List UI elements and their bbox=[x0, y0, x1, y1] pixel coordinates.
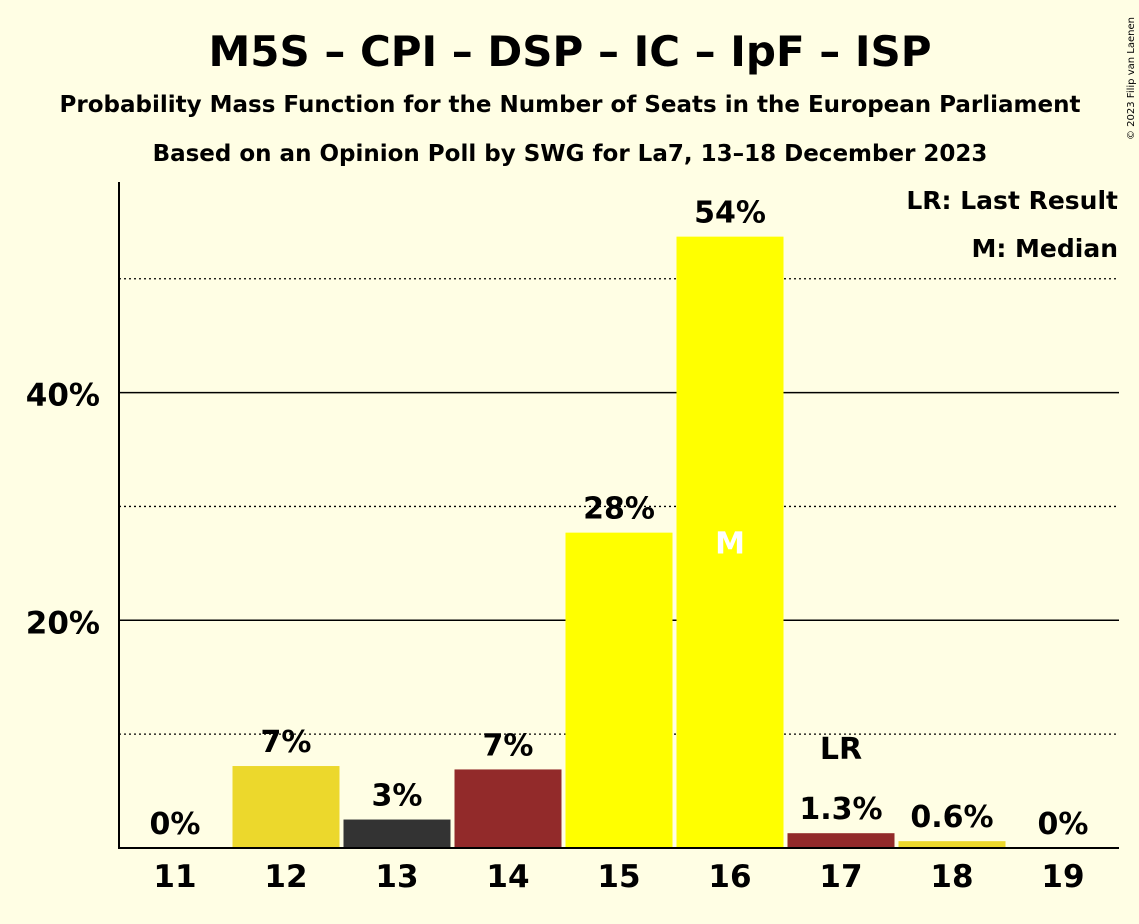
value-label: 7% bbox=[261, 725, 312, 760]
value-label: 0% bbox=[1038, 807, 1089, 842]
bars bbox=[232, 236, 1006, 849]
bar-15 bbox=[565, 532, 673, 848]
bar-12 bbox=[232, 766, 340, 848]
x-tick-label: 17 bbox=[819, 859, 862, 895]
value-label: 7% bbox=[483, 728, 534, 763]
x-tick-label: 19 bbox=[1041, 859, 1084, 895]
bar-17 bbox=[787, 833, 895, 848]
x-tick-label: 13 bbox=[375, 859, 418, 895]
x-tick-label: 18 bbox=[930, 859, 973, 895]
value-label: 54% bbox=[694, 196, 766, 231]
value-label: 28% bbox=[583, 492, 655, 527]
y-axis-ticks: 20% 40% bbox=[26, 378, 100, 642]
x-tick-label: 12 bbox=[264, 859, 307, 895]
x-tick-label: 15 bbox=[597, 859, 640, 895]
copyright: © 2023 Filip van Laenen bbox=[1126, 17, 1137, 140]
median-marker: M bbox=[715, 526, 745, 561]
x-axis-ticks: 11 12 13 14 15 16 17 18 19 bbox=[153, 859, 1084, 895]
value-label: 0% bbox=[150, 807, 201, 842]
value-labels: 0% 7% 3% 7% 28% 54% M 1.3% LR 0.6% 0% bbox=[150, 196, 1089, 842]
bar-13 bbox=[343, 819, 451, 848]
value-label: 1.3% bbox=[799, 792, 882, 827]
chart-subtitle: Probability Mass Function for the Number… bbox=[60, 92, 1081, 118]
bar-18 bbox=[898, 841, 1006, 848]
last-result-marker: LR bbox=[820, 732, 862, 767]
legend-median: M: Median bbox=[971, 234, 1118, 263]
y-tick-label: 40% bbox=[26, 378, 100, 414]
chart-title: M5S – CPI – DSP – IC – IpF – ISP bbox=[208, 27, 931, 76]
chart-source: Based on an Opinion Poll by SWG for La7,… bbox=[153, 141, 988, 167]
value-label: 3% bbox=[372, 779, 423, 814]
legend-last-result: LR: Last Result bbox=[906, 186, 1118, 215]
bar-16 bbox=[676, 236, 784, 849]
value-label: 0.6% bbox=[910, 800, 993, 835]
y-tick-label: 20% bbox=[26, 605, 100, 641]
x-tick-label: 11 bbox=[153, 859, 196, 895]
x-tick-label: 16 bbox=[708, 859, 751, 895]
bar-14 bbox=[454, 769, 562, 848]
x-tick-label: 14 bbox=[486, 859, 529, 895]
